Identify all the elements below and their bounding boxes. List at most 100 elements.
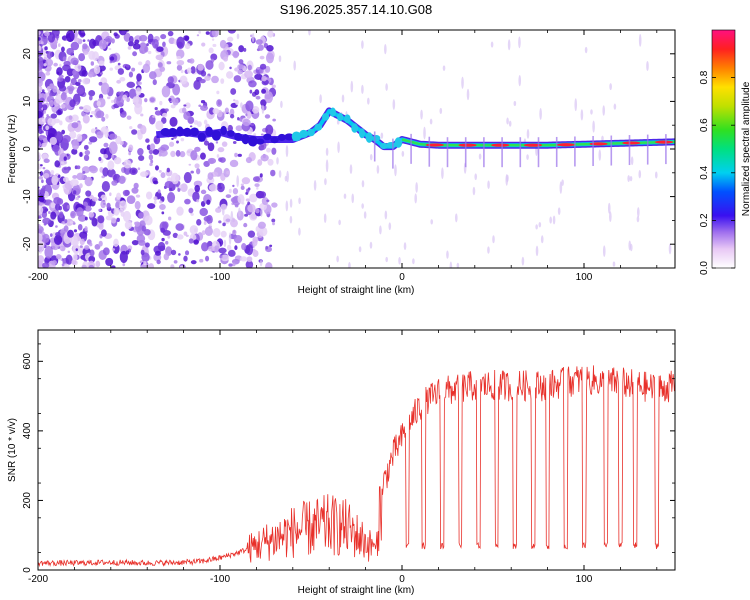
speckle-dot [236, 33, 240, 40]
speckle-dot [72, 175, 78, 179]
speckle-dot [49, 233, 53, 237]
speckle-dot [179, 75, 188, 85]
speckle-dot [203, 220, 207, 226]
speckle-dot [179, 265, 184, 268]
speckle-dot [84, 226, 88, 232]
speckle-dot [157, 241, 166, 252]
speckle-dot [205, 31, 210, 35]
speckle-dot [38, 240, 45, 252]
speckle-dot [157, 62, 163, 68]
speckle-dot [88, 212, 95, 218]
ridge-blob [211, 129, 221, 141]
speckle-dot [109, 56, 115, 61]
speckle-dot [148, 154, 154, 161]
speckle-dot [260, 208, 263, 217]
speckle-dot [100, 194, 107, 203]
speckle-dot [105, 257, 114, 267]
ridge-blob [167, 127, 178, 137]
chart-title: S196.2025.357.14.10.G08 [280, 2, 433, 17]
speckle-dot [100, 82, 110, 95]
speckle-dot [38, 124, 42, 129]
speckle-dot [272, 118, 276, 122]
speckle-dot [229, 66, 232, 70]
speckle-dot [170, 150, 176, 158]
speckle-dot [249, 89, 253, 94]
speckle-dot [52, 144, 60, 152]
speckle-dot [228, 188, 232, 194]
speckle-dot [163, 253, 170, 261]
ridge-blob [176, 126, 184, 137]
speckle-dot [265, 245, 269, 250]
speckle-dot [234, 152, 238, 158]
speckle-dot [78, 53, 86, 62]
speckle-dot [276, 157, 279, 165]
speckle-dot [184, 250, 190, 256]
speckle-dot [232, 229, 237, 236]
speckle-dot [240, 256, 248, 262]
speckle-dot [159, 100, 163, 106]
speckle-dot [155, 120, 164, 131]
speckle-dot [166, 61, 172, 65]
speckle-dot [95, 260, 101, 268]
speckle-dot [118, 175, 126, 185]
speckle-dot [184, 102, 191, 109]
speckle-dot [76, 101, 79, 105]
speckle-dot [154, 110, 162, 116]
speckle-dot [71, 122, 79, 129]
speckle-dot [254, 73, 263, 80]
speckle-dot [152, 149, 160, 155]
speckle-dot [61, 129, 66, 135]
speckle-dot [176, 206, 184, 216]
speckle-dot [240, 185, 245, 191]
speckle-dot [259, 63, 267, 70]
speckle-dot [638, 33, 642, 47]
speckle-dot [456, 262, 460, 268]
speckle-dot [211, 38, 215, 41]
speckle-dot [79, 238, 85, 246]
speckle-dot [212, 43, 217, 48]
ridge-peak [458, 143, 477, 147]
ridge-blob [307, 128, 315, 137]
speckle-dot [521, 256, 525, 266]
speckle-dot [58, 43, 61, 48]
speckle-dot [82, 39, 86, 42]
ridge-peak [655, 140, 674, 144]
speckle-dot [38, 110, 43, 119]
speckle-dot [325, 159, 329, 173]
speckle-dot [218, 61, 225, 71]
speckle-dot [98, 39, 107, 50]
speckle-dot [225, 218, 231, 223]
speckle-dot [59, 247, 63, 250]
speckle-dot [298, 227, 301, 236]
speckle-dot [260, 154, 269, 162]
speckle-dot [38, 37, 41, 41]
speckle-dot [108, 47, 112, 51]
speckle-dot [245, 244, 254, 256]
speckle-dot [42, 166, 46, 170]
speckle-dot [232, 141, 237, 145]
speckle-dot [193, 239, 199, 245]
speckle-dot [348, 262, 351, 268]
speckle-dot [128, 35, 134, 44]
speckle-dot [137, 61, 143, 66]
speckle-dot [337, 141, 340, 154]
speckle-dot [369, 241, 373, 249]
speckle-dot [245, 100, 254, 112]
speckle-dot [78, 87, 83, 92]
speckle-dot [540, 235, 544, 244]
speckle-dot [196, 199, 200, 203]
speckle-dot [535, 224, 538, 230]
speckle-dot [83, 154, 90, 162]
ridge-peak [524, 143, 543, 147]
speckle-dot [195, 168, 201, 175]
speckle-dot [412, 258, 415, 265]
speckle-dot [98, 60, 105, 67]
speckle-dot [286, 170, 289, 183]
speckle-dot [137, 147, 144, 156]
speckle-dot [561, 179, 564, 186]
speckle-dot [109, 133, 118, 140]
speckle-dot [40, 187, 46, 195]
speckle-dot [208, 184, 218, 192]
speckle-dot [69, 99, 76, 108]
